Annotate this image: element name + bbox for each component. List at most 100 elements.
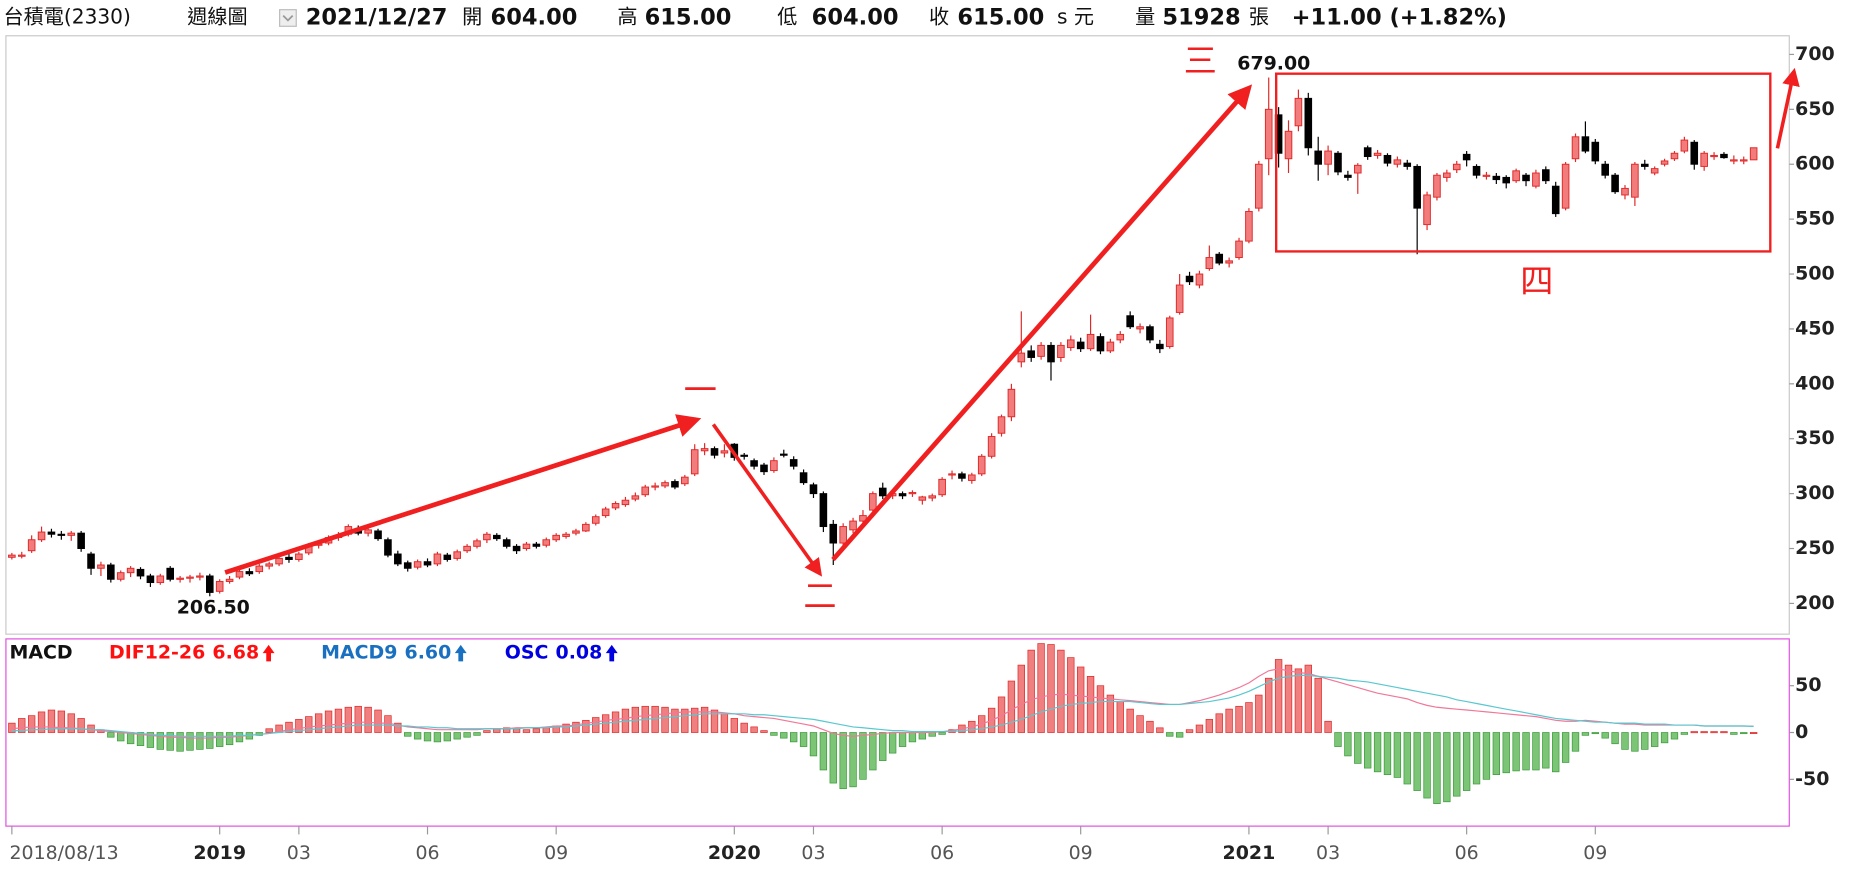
x-tick-label: 2020	[708, 842, 761, 864]
osc-bar	[1710, 731, 1718, 734]
candle-body	[463, 545, 471, 552]
candle-body	[1205, 257, 1214, 270]
osc-bar	[1591, 732, 1599, 735]
osc-bar	[1740, 732, 1748, 735]
x-tick-label: 03	[287, 842, 311, 864]
osc-bar	[1096, 685, 1105, 733]
candle-body	[512, 545, 521, 552]
osc-bar	[1205, 719, 1214, 733]
osc-bar	[1255, 694, 1263, 733]
osc-bar	[503, 727, 511, 733]
osc-bar	[582, 719, 590, 733]
candle-body	[631, 495, 640, 500]
osc-bar	[740, 722, 748, 733]
stock-name: 台積電(2330)	[4, 4, 131, 28]
quote-label: 收	[929, 4, 949, 28]
period: 週線圖	[187, 4, 247, 28]
candle-body	[374, 530, 382, 540]
osc-bar	[522, 729, 531, 733]
osc-bar	[760, 730, 768, 733]
osc-bar	[1542, 732, 1550, 769]
quote-label: 高	[617, 4, 637, 28]
osc-bar	[532, 728, 541, 733]
osc-bar	[364, 706, 372, 733]
osc-bar	[1235, 705, 1243, 733]
candle-body	[1710, 154, 1718, 158]
quote-value: 615.00	[645, 4, 732, 30]
y-tick-label: 550	[1795, 208, 1835, 230]
candle-body	[116, 572, 125, 580]
candle-body	[1443, 172, 1451, 178]
candle-body	[878, 487, 887, 497]
candle-body	[1304, 97, 1313, 149]
osc-bar	[225, 732, 234, 746]
candle-body	[502, 539, 511, 547]
header: 台積電(2330) 週線圖 2021/12/27 開 604.00 高 615.…	[4, 4, 1507, 30]
candle-body	[1591, 141, 1600, 162]
osc-bar	[314, 713, 323, 733]
trend-arrow	[711, 423, 823, 577]
candle-body	[750, 460, 758, 467]
candle-body	[1700, 152, 1708, 167]
candle-body	[898, 493, 907, 497]
osc-bar	[216, 732, 224, 747]
osc-bar	[1462, 732, 1471, 791]
osc-bar	[67, 713, 75, 733]
candle-body	[1363, 147, 1372, 158]
candle-body	[839, 526, 847, 544]
candle-body	[245, 571, 254, 575]
candle-body	[997, 416, 1006, 434]
osc-bar	[1185, 729, 1194, 733]
osc-bar	[334, 708, 343, 733]
candle-body	[1017, 352, 1026, 363]
candle-body	[601, 508, 610, 517]
candle-body	[819, 493, 828, 528]
x-tick-label: 03	[801, 842, 825, 864]
osc-bar	[1047, 644, 1055, 733]
osc-bar	[27, 715, 36, 733]
osc-bar	[542, 727, 550, 733]
osc-bar	[1423, 732, 1431, 799]
candle-body	[977, 455, 986, 475]
candle-body	[809, 484, 818, 495]
candle-body	[1165, 317, 1174, 347]
candle-body	[1512, 170, 1520, 182]
candle-body	[186, 576, 194, 579]
candle-body	[1561, 163, 1570, 209]
osc-bar	[730, 718, 738, 733]
osc-bar	[136, 732, 145, 746]
candle-body	[27, 539, 36, 552]
osc-bar	[1175, 732, 1184, 738]
candle-body	[1462, 153, 1471, 161]
candle-body	[1650, 168, 1659, 174]
osc-bar	[423, 732, 432, 742]
x-tick-label: 2019	[193, 842, 246, 864]
x-tick-label: 06	[415, 842, 439, 864]
candle-body	[928, 495, 937, 499]
osc-bar	[1561, 732, 1570, 763]
candle-body	[1334, 152, 1342, 173]
candle-body	[1739, 159, 1748, 162]
osc-bar	[433, 732, 442, 743]
osc-bar	[473, 732, 481, 736]
osc-bar	[1443, 732, 1451, 803]
osc-bar	[1126, 708, 1134, 733]
osc-bar	[1136, 715, 1144, 733]
dropdown-icon[interactable]	[279, 9, 297, 27]
osc-bar	[404, 732, 412, 737]
candle-body	[47, 531, 56, 535]
candle-body	[572, 530, 580, 534]
osc-bar	[1284, 664, 1293, 733]
volume-unit: 張	[1249, 4, 1269, 28]
candle-body	[1007, 388, 1016, 418]
osc-bar	[1749, 732, 1758, 734]
osc-bar	[1116, 701, 1124, 733]
candle-body	[1452, 163, 1461, 171]
osc-bar	[295, 719, 303, 733]
candle-body	[621, 499, 630, 506]
candle-body	[1136, 326, 1144, 330]
osc-bar	[1700, 731, 1708, 734]
osc-bar	[1334, 732, 1342, 747]
osc-bar	[156, 732, 164, 750]
candle-body	[829, 523, 838, 544]
